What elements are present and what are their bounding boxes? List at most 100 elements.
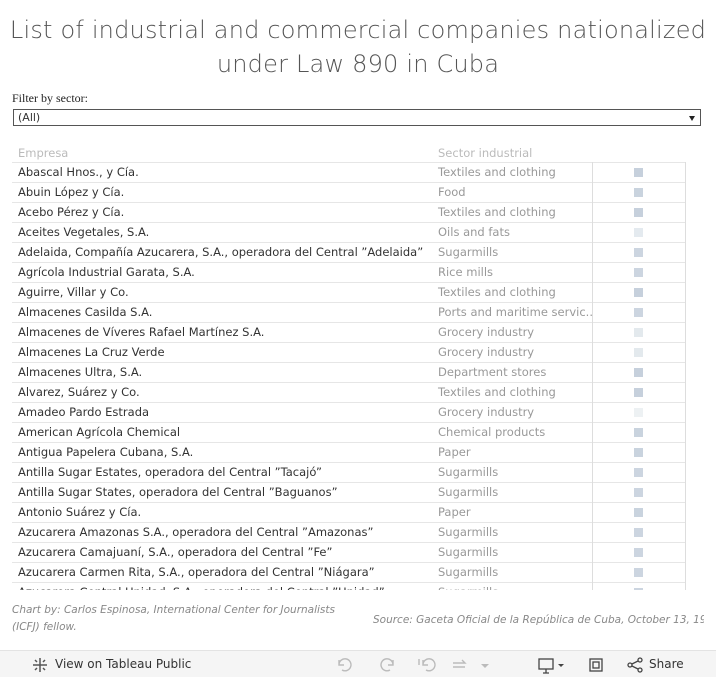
- table-row: Antonio Suárez y Cía. Paper: [12, 502, 686, 522]
- company-cell: Agrícola Industrial Garata, S.A.: [18, 265, 195, 279]
- filter-select[interactable]: (All): [13, 109, 701, 126]
- company-cell: Azucarera Amazonas S.A., operadora del C…: [18, 525, 374, 539]
- company-cell: Abascal Hnos., y Cía.: [18, 165, 139, 179]
- sector-cell: Textiles and clothing: [438, 285, 556, 299]
- marker: [634, 288, 643, 297]
- filter-label: Filter by sector:: [12, 91, 88, 105]
- table-row: Aguirre, Villar y Co. Textiles and clothi…: [12, 282, 686, 302]
- marker: [634, 468, 643, 477]
- table-row: Almacenes La Cruz Verde Grocery industry: [12, 342, 686, 362]
- table-row: Almacenes Ultra, S.A. Department stores: [12, 362, 686, 382]
- company-cell: Almacenes Ultra, S.A.: [18, 365, 143, 379]
- marker: [634, 308, 643, 317]
- sector-cell: Food: [438, 185, 466, 199]
- sector-cell: Sugarmills: [438, 465, 499, 479]
- divider: [592, 162, 593, 590]
- marker: [634, 588, 643, 590]
- table-row: Adelaida, Compañía Azucarera, S.A., oper…: [12, 242, 686, 262]
- sector-cell: Grocery industry: [438, 405, 535, 419]
- company-cell: American Agrícola Chemical: [18, 425, 181, 439]
- sector-cell: Sugarmills: [438, 565, 499, 579]
- table-row: Alvarez, Suárez y Co. Textiles and clothi…: [12, 382, 686, 402]
- company-cell: Almacenes La Cruz Verde: [18, 345, 165, 359]
- marker: [634, 408, 643, 417]
- title: under Law 890 in Cuba: [216, 50, 500, 78]
- sector-cell: Sugarmills: [438, 525, 499, 539]
- source: Source: Gaceta Oficial de la República d…: [373, 614, 704, 626]
- sector-cell: Chemical products: [438, 425, 546, 439]
- marker: [634, 488, 643, 497]
- table-row: American Agrícola Chemical Chemical produ…: [12, 422, 686, 442]
- marker: [634, 248, 643, 257]
- sector-cell: Paper: [438, 505, 471, 519]
- company-cell: Acebo Pérez y Cía.: [18, 205, 125, 219]
- marker: [634, 568, 643, 577]
- credit: Chart by: Carlos Espinosa, International…: [12, 604, 335, 616]
- table-row: Azucarera Camajuaní, S.A., operadora del…: [12, 542, 686, 562]
- marker: [634, 228, 643, 237]
- column-header: Sector industrial: [438, 146, 533, 160]
- company-cell: Azucarera Carmen Rita, S.A., operadora d…: [18, 565, 375, 579]
- company-cell: Antonio Suárez y Cía.: [18, 505, 142, 519]
- company-cell: Azucarera Central Unidad, S.A., operador…: [18, 585, 385, 590]
- sector-cell: Oils and fats: [438, 225, 510, 239]
- company-cell: Alvarez, Suárez y Co.: [18, 385, 140, 399]
- history-icons: [338, 658, 489, 672]
- company-cell: Antilla Sugar States, operadora del Cent…: [18, 485, 338, 499]
- marker: [634, 388, 643, 397]
- marker: [634, 508, 643, 517]
- company-cell: Antigua Papelera Cubana, S.A.: [18, 445, 194, 459]
- sector-cell: Sugarmills: [438, 545, 499, 559]
- table-row: Azucarera Central Unidad, S.A., operador…: [12, 582, 686, 590]
- sector-cell: Textiles and clothing: [438, 205, 556, 219]
- sector-cell: Ports and maritime servic..: [438, 305, 593, 319]
- table-row: Abuin López y Cía. Food: [12, 182, 686, 202]
- table-row: Amadeo Pardo Estrada Grocery industry: [12, 402, 686, 422]
- view-link[interactable]: View on Tableau Public: [55, 657, 192, 671]
- action-icons: [538, 657, 643, 674]
- company-cell: Antilla Sugar Estates, operadora del Cen…: [18, 465, 322, 479]
- table-row: Antigua Papelera Cubana, S.A. Paper: [12, 442, 686, 462]
- company-cell: Abuin López y Cía.: [18, 185, 125, 199]
- sector-cell: Grocery industry: [438, 325, 535, 339]
- marker: [634, 448, 643, 457]
- marker: [634, 348, 643, 357]
- column-header: Empresa: [18, 146, 69, 160]
- marker: [634, 368, 643, 377]
- credit: (ICFJ) fellow.: [12, 621, 77, 633]
- marker: [634, 328, 643, 337]
- title: List of industrial and commercial compan…: [9, 16, 707, 44]
- table-row: Azucarera Carmen Rita, S.A., operadora d…: [12, 562, 686, 582]
- marker: [634, 548, 643, 557]
- table-row: Abascal Hnos., y Cía. Textiles and clothi…: [12, 162, 686, 182]
- tableau-icon: [33, 658, 47, 672]
- table-row: Antilla Sugar States, operadora del Cent…: [12, 482, 686, 502]
- filter-value: (All): [18, 111, 41, 124]
- sector-cell: Department stores: [438, 365, 547, 379]
- table-row: Azucarera Amazonas S.A., operadora del C…: [12, 522, 686, 542]
- sector-cell: Rice mills: [438, 265, 494, 279]
- company-cell: Almacenes de Víveres Rafael Martínez S.A…: [18, 325, 265, 339]
- company-cell: Aguirre, Villar y Co.: [18, 285, 129, 299]
- table: Abascal Hnos., y Cía. Textiles and clothi…: [12, 162, 686, 590]
- table-row: Almacenes Casilda S.A. Ports and maritime…: [12, 302, 686, 322]
- company-cell: Azucarera Camajuaní, S.A., operadora del…: [18, 545, 333, 559]
- company-cell: Almacenes Casilda S.A.: [18, 305, 153, 319]
- company-cell: Adelaida, Compañía Azucarera, S.A., oper…: [18, 245, 424, 259]
- divider: [685, 162, 686, 590]
- marker: [634, 428, 643, 437]
- sector-cell: Sugarmills: [438, 245, 499, 259]
- sector-cell: Sugarmills: [438, 585, 498, 590]
- marker: [634, 268, 643, 277]
- table-row: Antilla Sugar Estates, operadora del Cen…: [12, 462, 686, 482]
- share-button[interactable]: Share: [649, 657, 684, 671]
- dropdown-arrow: [689, 116, 695, 121]
- table-row: Acebo Pérez y Cía. Textiles and clothing: [12, 202, 686, 222]
- company-cell: Aceites Vegetales, S.A.: [18, 225, 150, 239]
- table-row: Almacenes de Víveres Rafael Martínez S.A…: [12, 322, 686, 342]
- marker: [634, 528, 643, 537]
- sector-cell: Paper: [438, 445, 471, 459]
- marker: [634, 208, 643, 217]
- sector-cell: Textiles and clothing: [438, 385, 556, 399]
